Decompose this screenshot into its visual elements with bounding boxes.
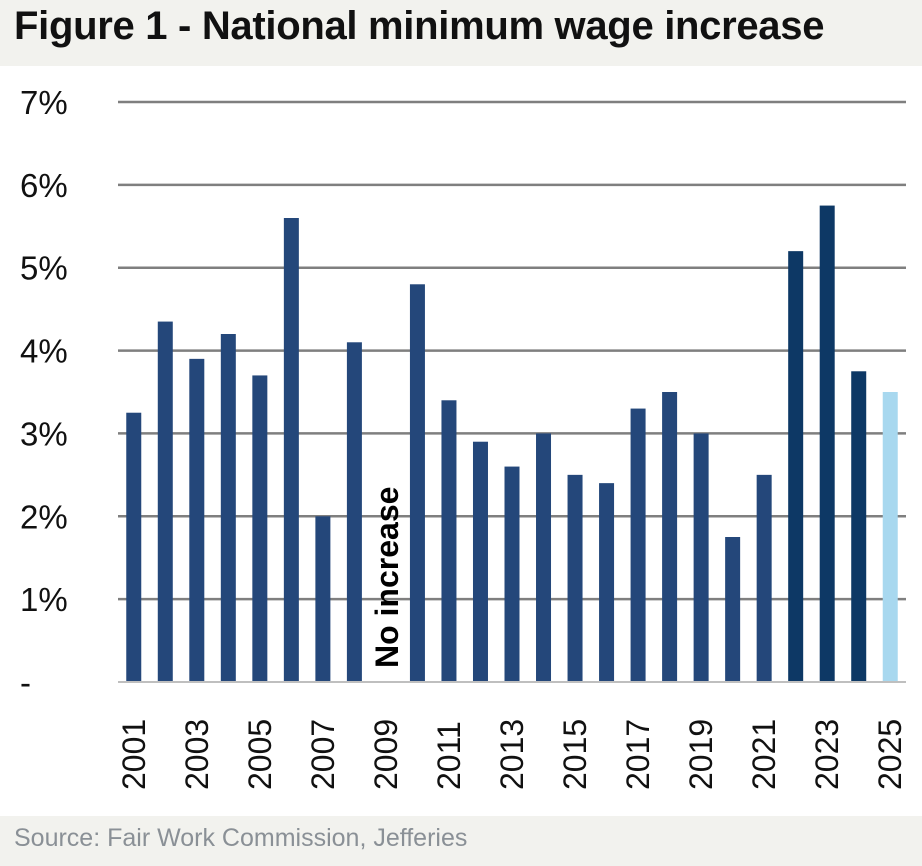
y-tick-label: 1% [20, 581, 68, 618]
y-tick-label: - [20, 664, 31, 701]
annotation-no-increase: No increase [369, 487, 405, 668]
x-tick-label: 2025 [872, 719, 908, 790]
bar-2019 [693, 433, 709, 682]
annotations: No increase [369, 487, 405, 668]
bar-2018 [662, 392, 678, 682]
bar-2006 [283, 218, 299, 682]
x-tick-label: 2005 [242, 719, 278, 790]
x-tick-label: 2023 [809, 719, 845, 790]
y-tick-labels: - 1% 2% 3% 4% 5% 6% 7% [20, 84, 68, 701]
x-tick-label: 2021 [746, 719, 782, 790]
bar-2016 [599, 483, 615, 682]
bar-2007 [315, 516, 331, 682]
bar-2024 [851, 371, 867, 682]
y-tick-label: 7% [20, 84, 68, 121]
y-tick-label: 3% [20, 415, 68, 452]
bar-chart: - 1% 2% 3% 4% 5% 6% 7% 2001 2003 2005 2007 2009 2011… [20, 84, 908, 790]
bar-2014 [536, 433, 552, 682]
chart-title: Figure 1 - National minimum wage increas… [14, 4, 825, 48]
x-tick-label: 2011 [431, 721, 467, 790]
chart-panel: - 1% 2% 3% 4% 5% 6% 7% 2001 2003 2005 2007 2009 2011… [0, 66, 922, 816]
bar-2008 [346, 342, 362, 682]
x-tick-labels: 2001 2003 2005 2007 2009 2011 2013 2015 2017 2019… [116, 719, 908, 790]
y-tick-label: 6% [20, 167, 68, 204]
bar-2023 [819, 205, 835, 683]
bar-2015 [567, 474, 583, 682]
x-tick-label: 2009 [368, 719, 404, 790]
gridlines [118, 100, 906, 601]
bar-2010 [409, 284, 425, 682]
bar-2013 [504, 466, 520, 682]
x-tick-label: 2019 [683, 719, 719, 790]
bar-2021 [756, 474, 772, 682]
x-tick-label: 2013 [494, 719, 530, 790]
bar-2011 [441, 400, 457, 682]
bar-2002 [157, 321, 173, 682]
bar-2022 [788, 251, 804, 682]
x-tick-label: 2007 [305, 719, 341, 790]
x-tick-label: 2015 [557, 719, 593, 790]
x-tick-label: 2017 [620, 719, 656, 790]
y-tick-label: 2% [20, 498, 68, 535]
bar-2004 [220, 334, 236, 682]
bar-2020 [725, 537, 741, 682]
bars [126, 205, 898, 683]
bar-2003 [189, 358, 205, 682]
x-tick-label: 2003 [179, 719, 215, 790]
bar-2025 [882, 392, 898, 682]
bar-2017 [630, 408, 646, 682]
source-note: Source: Fair Work Commission, Jefferies [14, 824, 468, 852]
bar-2012 [472, 441, 488, 682]
x-tick-label: 2001 [116, 719, 152, 790]
bar-2001 [126, 412, 142, 682]
bar-2005 [252, 375, 268, 682]
y-tick-label: 5% [20, 250, 68, 287]
y-tick-label: 4% [20, 333, 68, 370]
